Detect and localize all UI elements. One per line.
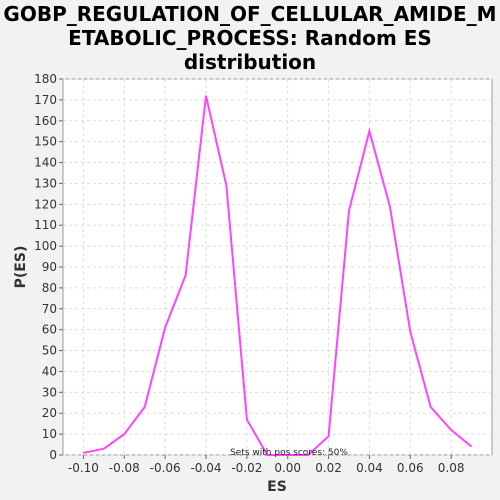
y-tick-label: 110: [34, 218, 57, 232]
y-tick-label: 50: [42, 344, 57, 358]
x-tick-label: 0.04: [356, 461, 383, 475]
x-tick-label: -0.08: [109, 461, 140, 475]
y-tick-label: 120: [34, 197, 57, 211]
x-tick-label: -0.06: [150, 461, 181, 475]
x-axis-label: ES: [267, 479, 287, 495]
y-tick-label: 40: [42, 364, 57, 378]
y-tick-label: 100: [34, 239, 57, 253]
x-tick-label: -0.04: [190, 461, 221, 475]
y-tick-label: 20: [42, 406, 57, 420]
y-tick-label: 60: [42, 323, 57, 337]
y-tick-label: 150: [34, 135, 57, 149]
y-tick-label: 10: [42, 427, 57, 441]
y-tick-label: 180: [34, 72, 57, 86]
y-axis-label: P(ES): [13, 246, 29, 289]
annotation: Sets with pos scores: 50%: [230, 448, 348, 458]
x-tick-label: 0.00: [274, 461, 301, 475]
x-tick-label: 0.02: [315, 461, 342, 475]
y-tick-label: 0: [49, 448, 57, 462]
y-tick-label: 70: [42, 302, 57, 316]
x-tick-label: 0.08: [438, 461, 465, 475]
y-tick-label: 90: [42, 260, 57, 274]
y-tick-label: 160: [34, 114, 57, 128]
y-tick-label: 130: [34, 176, 57, 190]
y-tick-label: 140: [34, 156, 57, 170]
x-tick-label: -0.10: [68, 461, 99, 475]
y-tick-label: 170: [34, 93, 57, 107]
x-tick-label: 0.06: [397, 461, 424, 475]
y-tick-label: 30: [42, 385, 57, 399]
y-tick-label: 80: [42, 281, 57, 295]
x-tick-label: -0.02: [231, 461, 262, 475]
